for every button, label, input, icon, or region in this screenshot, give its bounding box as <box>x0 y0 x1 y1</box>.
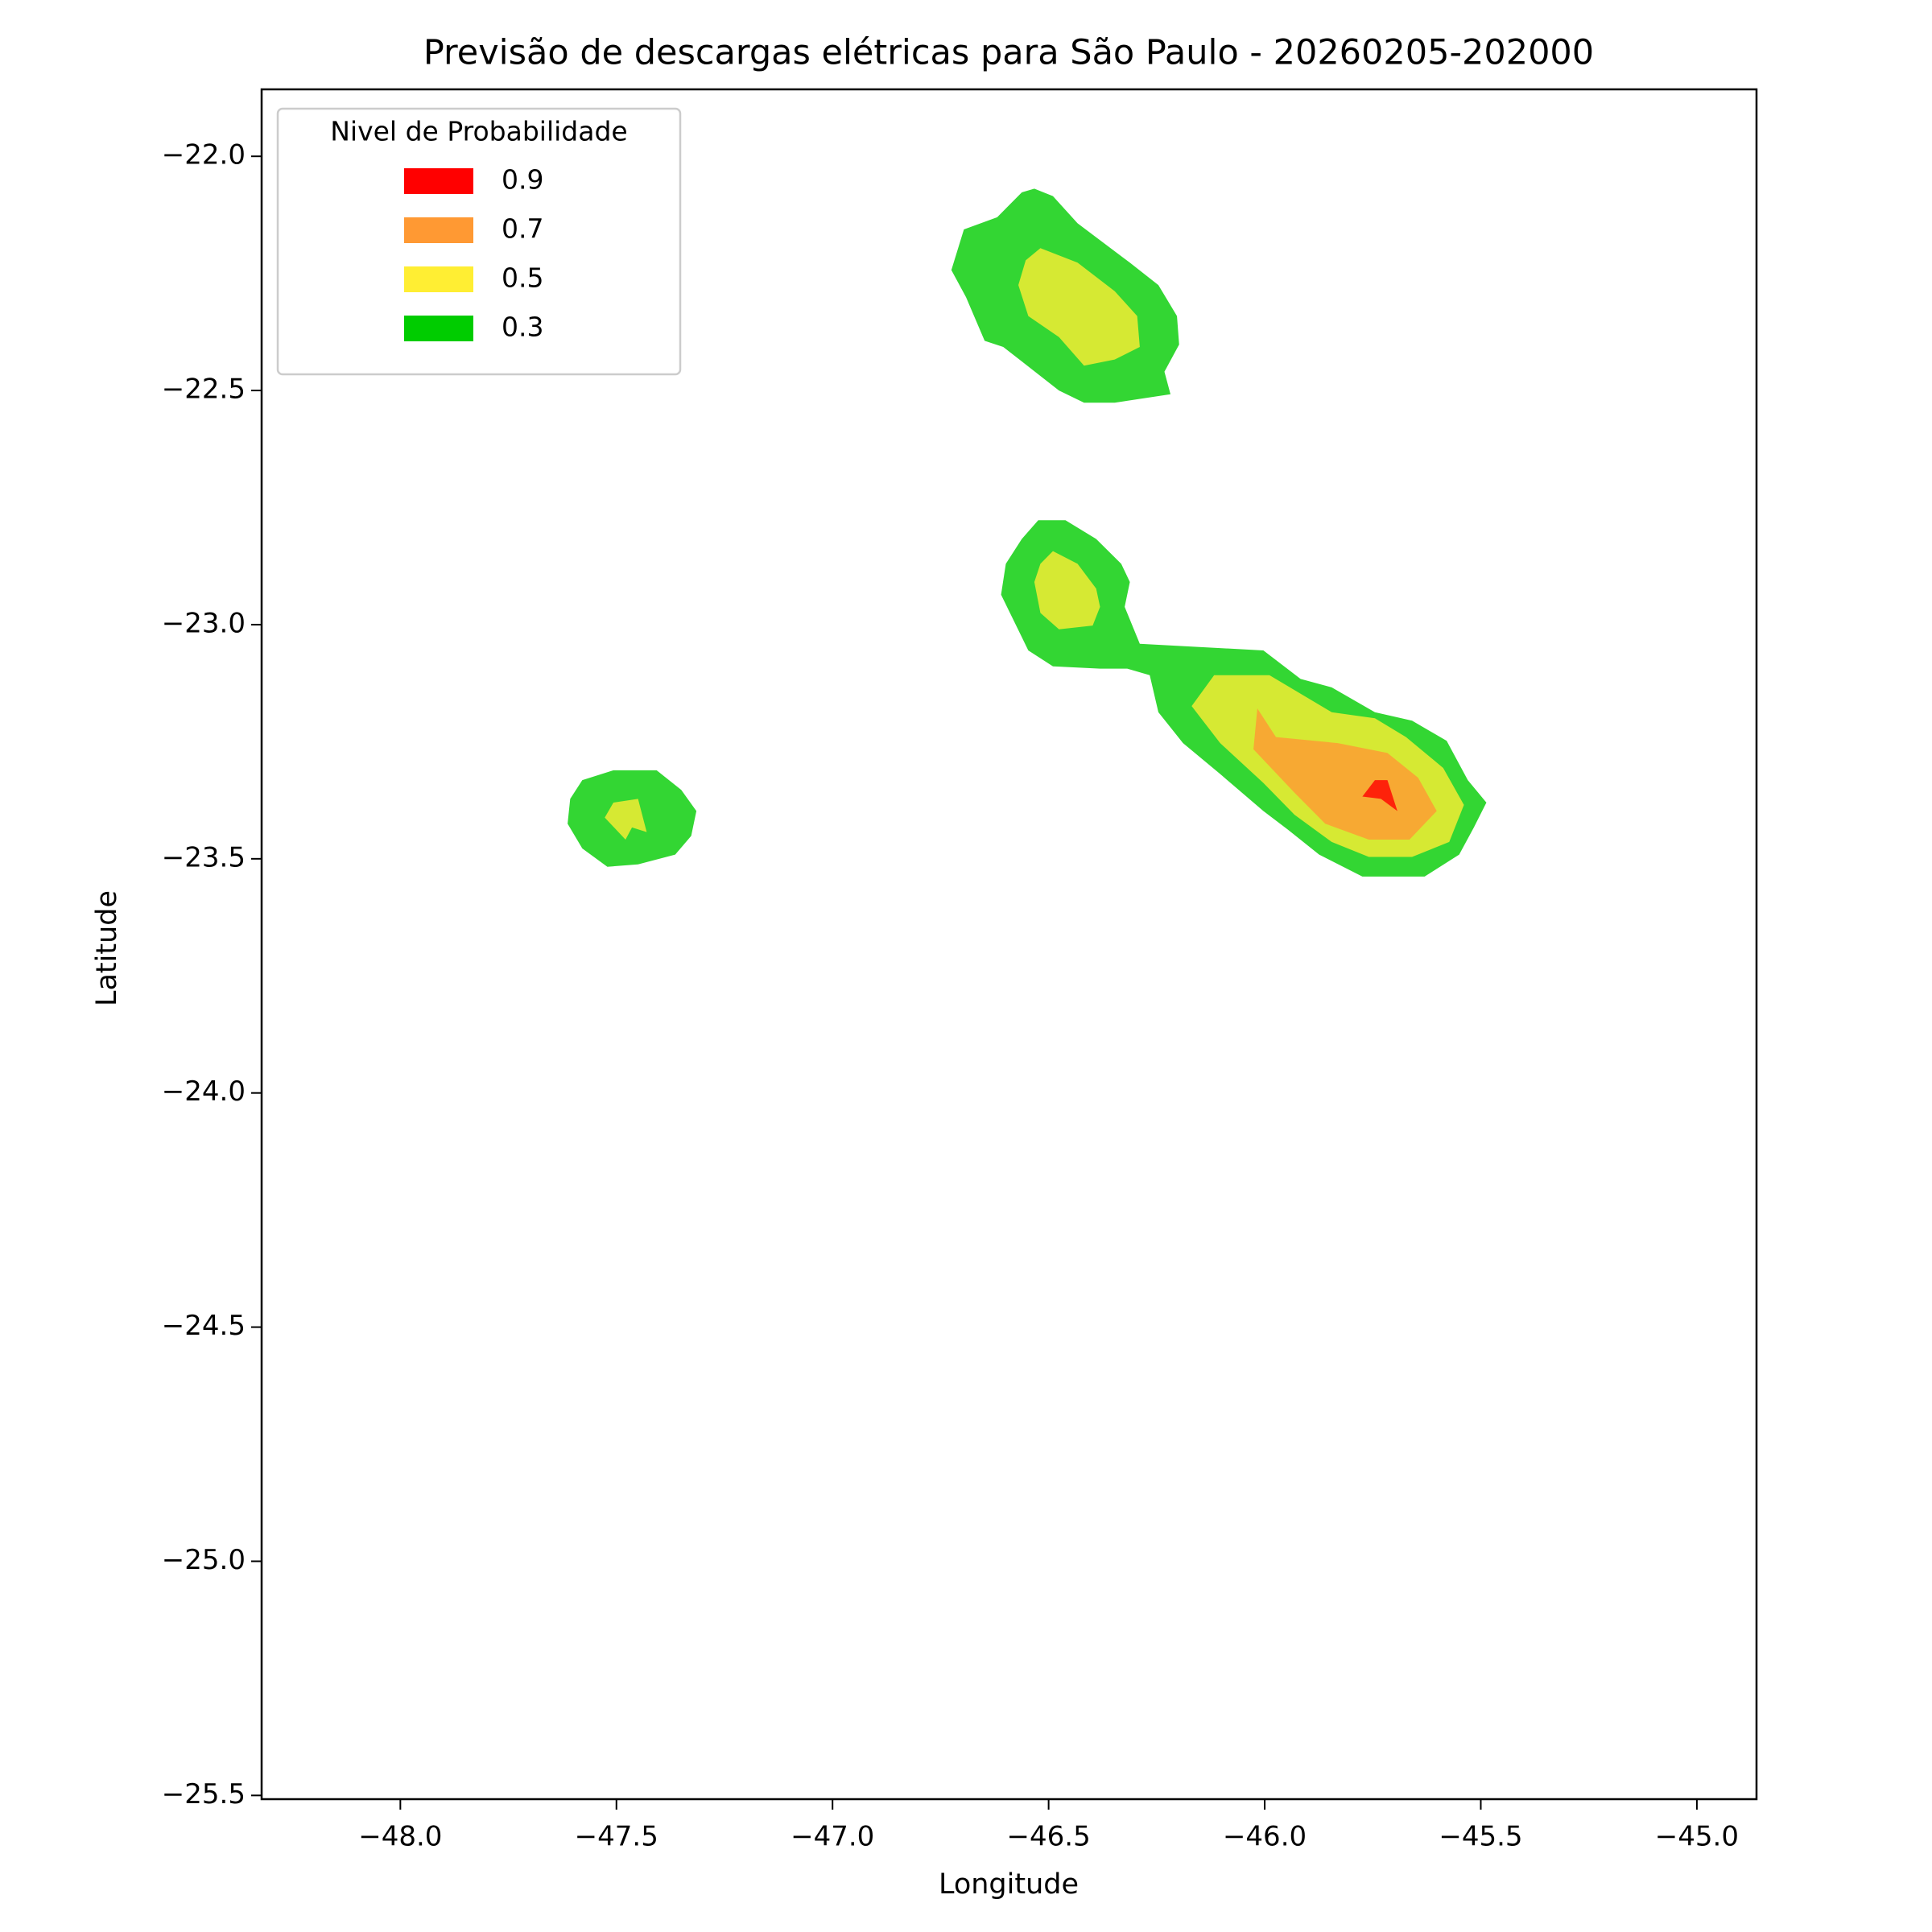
legend-swatch <box>404 168 473 194</box>
plot-area <box>568 188 1487 877</box>
x-tick-label: −48.0 <box>358 1821 442 1853</box>
contour-region <box>1253 708 1437 840</box>
y-tick-label: −24.0 <box>162 1075 246 1108</box>
x-tick-label: −45.0 <box>1655 1821 1739 1853</box>
x-tick-label: −47.0 <box>791 1821 874 1853</box>
legend-swatch <box>404 217 473 243</box>
contour-region <box>1018 248 1140 366</box>
x-tick-label: −46.5 <box>1007 1821 1091 1853</box>
legend-swatch <box>404 266 473 292</box>
axes-frame <box>260 88 1758 1801</box>
contour-region <box>605 799 647 840</box>
contour-region <box>1362 780 1397 811</box>
x-tick-label: −47.5 <box>575 1821 658 1853</box>
legend-title: Nivel de Probabilidade <box>330 116 627 147</box>
y-tick-label: −25.5 <box>162 1778 246 1810</box>
y-tick-label: −23.5 <box>162 841 246 873</box>
legend-label: 0.7 <box>502 213 543 245</box>
y-tick-label: −25.0 <box>162 1544 246 1576</box>
legend-box <box>276 107 682 376</box>
legend-label: 0.3 <box>502 312 543 343</box>
y-tick-label: −22.5 <box>162 374 246 406</box>
y-tick-label: −24.5 <box>162 1310 246 1342</box>
y-axis-label: Latitude <box>91 890 123 1006</box>
y-tick-label: −22.0 <box>162 139 246 171</box>
contour-region <box>1034 551 1100 630</box>
legend-label: 0.5 <box>502 262 543 294</box>
y-tick-label: −23.0 <box>162 607 246 639</box>
x-tick-label: −46.0 <box>1223 1821 1307 1853</box>
x-tick-label: −45.5 <box>1439 1821 1522 1853</box>
x-axis-label: Longitude <box>939 1868 1079 1901</box>
legend: Nivel de Probabilidade 0.9 0.7 0.5 0.3 <box>276 107 682 376</box>
chart-title: Previsão de descargas elétricas para São… <box>423 33 1594 73</box>
legend-label: 0.9 <box>502 164 543 196</box>
legend-swatch <box>404 316 473 341</box>
